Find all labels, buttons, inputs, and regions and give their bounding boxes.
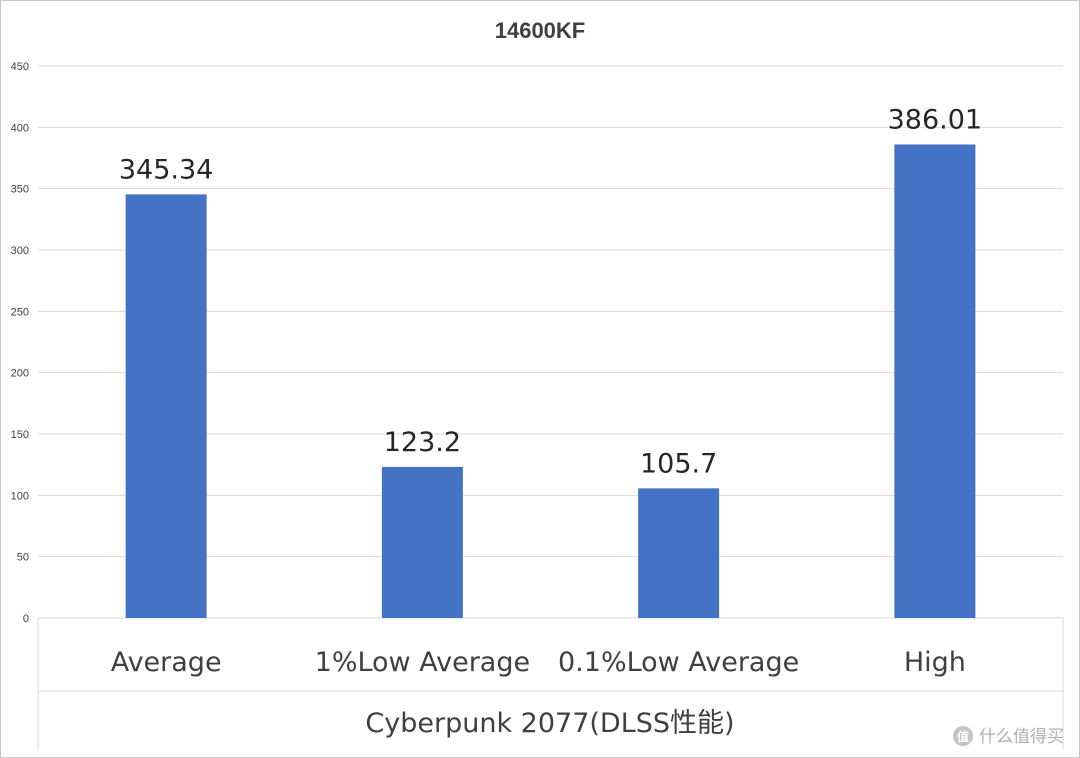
watermark-text: 什么值得买 [979,727,1064,747]
y-tick-label: 200 [11,368,29,380]
data-label: 123.2 [384,427,461,458]
y-tick-label: 150 [11,429,29,441]
y-tick-label: 0 [23,613,29,625]
bar [894,144,976,619]
category-axis-table [37,618,1064,750]
category-labels: Average 1%Low Average 0.1%Low Average High [111,647,966,678]
gridlines [38,65,1063,619]
category-label: High [904,647,966,678]
y-axis-ticks: 0 50 100 150 200 250 300 350 400 450 [11,61,29,625]
data-label: 105.7 [640,448,717,479]
svg-text:值: 值 [957,729,969,744]
category-label: 0.1%Low Average [558,647,799,678]
data-label: 386.01 [888,104,982,135]
y-tick-label: 450 [11,61,29,73]
y-tick-label: 50 [17,552,29,564]
category-label: 1%Low Average [315,647,530,678]
y-tick-label: 100 [11,490,29,502]
x-axis-title: Cyberpunk 2077(DLSS性能) [365,708,734,739]
chart-title: 14600KF [495,18,586,43]
watermark: 值 什么值得买 [953,726,1064,747]
data-labels: 345.34 123.2 105.7 386.01 [119,104,982,479]
category-label: Average [111,647,222,678]
y-tick-label: 400 [11,122,29,134]
bar [125,194,207,618]
y-tick-label: 300 [11,245,29,257]
data-label: 345.34 [119,154,213,185]
bars [125,144,976,619]
y-tick-label: 250 [11,306,29,318]
bar [381,466,463,618]
smzdm-logo-icon: 值 [953,726,973,746]
y-tick-label: 350 [11,184,29,196]
bar [638,488,720,618]
